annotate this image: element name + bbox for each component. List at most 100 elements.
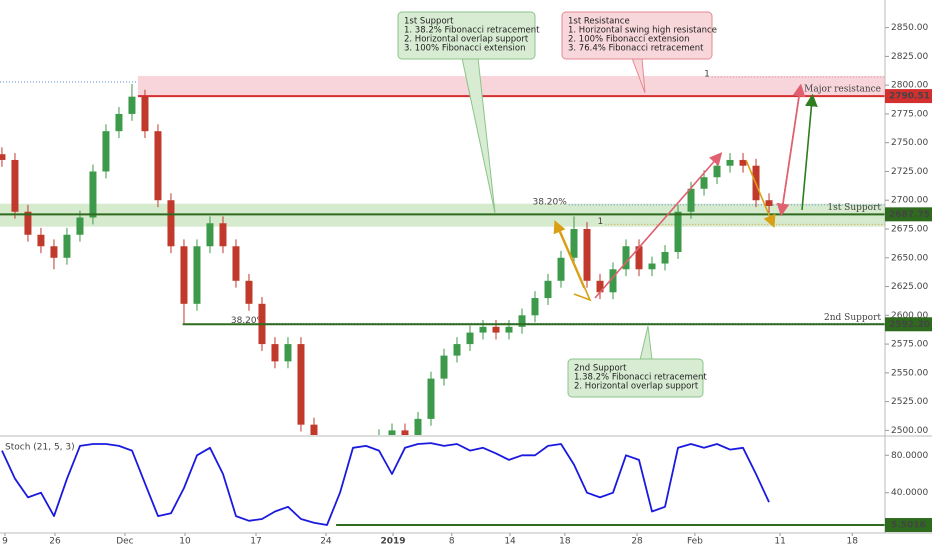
candle-body (570, 229, 578, 258)
candle-body (180, 246, 188, 304)
y-tick-label: 2625.00 (891, 282, 928, 292)
callout-box (397, 11, 536, 60)
candle-body (609, 269, 617, 293)
candle-body (128, 96, 136, 114)
x-tick-label: 2019 (380, 537, 405, 547)
price-pane: 38.20% 38.20% 1 1 (0, 70, 885, 500)
callout-pointer (631, 57, 646, 94)
candle-body (63, 234, 71, 258)
callout: 1st Resistance 1. Horizontal swing high … (561, 11, 717, 94)
y-tick-label: 2700.00 (891, 196, 928, 206)
candle-body (427, 378, 435, 419)
y-tick-label: 2675.00 (891, 225, 928, 235)
candle-body (648, 263, 656, 270)
candle-body (388, 430, 396, 435)
candle-body (700, 177, 708, 189)
level-tag (885, 207, 932, 222)
candle-body (583, 229, 591, 281)
candle-body (401, 430, 409, 435)
callout-title: 1st Support (404, 17, 454, 27)
candle-body (726, 159, 734, 166)
candle-body (466, 332, 474, 345)
candle-body (154, 131, 162, 201)
candle-body (245, 280, 253, 304)
candle-body (635, 246, 643, 270)
arrow (557, 225, 592, 302)
arrow (745, 159, 776, 228)
callout-line: 3. 100% Fibonacci extension (404, 44, 526, 54)
callout-line: 2. 100% Fibonacci extension (568, 35, 690, 45)
y-tick-label: 2850.00 (891, 23, 928, 33)
x-tick-label: 18 (847, 537, 859, 547)
callout-line: 2. Horizontal overlap support (404, 35, 529, 45)
y-tick-label: 2725.00 (891, 167, 928, 177)
x-tick-label: 28 (631, 537, 643, 547)
candle-body (297, 344, 305, 425)
fib-label: 1 (704, 70, 710, 80)
x-tick-label: 26 (49, 537, 61, 547)
level-tag-label: 2687.75 (889, 210, 930, 220)
callout: 2nd Support 1.38.2% Fibonacci retracemen… (567, 325, 707, 398)
candle-body (349, 471, 356, 488)
candle-body (115, 113, 123, 132)
level-name: Major resistance (804, 85, 881, 95)
candle-body (713, 165, 721, 178)
x-tick-label: 17 (250, 537, 261, 547)
callout-title: 2nd Support (574, 364, 627, 374)
arrow (553, 220, 585, 289)
x-tick-label: 10 (179, 537, 191, 547)
candle-body (271, 344, 279, 362)
candle-body (557, 257, 565, 281)
candle-body (765, 200, 773, 206)
candle-body (479, 326, 487, 333)
x-tick-label: 18 (559, 537, 571, 547)
fib-label: 38.20% (532, 197, 567, 207)
callout-line: 1. Horizontal swing high resistance (568, 26, 717, 36)
candle-body (518, 315, 526, 327)
candle-body (11, 159, 19, 212)
x-tick-label: 14 (504, 537, 516, 547)
y-tick-label: 80.0000 (891, 451, 928, 461)
x-tick-label: Dec (116, 537, 133, 547)
level-name: 1st Support (827, 203, 881, 213)
candle-body (102, 131, 110, 172)
y-tick-label: 2600.00 (891, 311, 928, 321)
arrow (801, 93, 818, 211)
y-tick-label: 2500.00 (891, 426, 928, 436)
level-tag-label: 2592.20 (889, 320, 930, 330)
candle-body (141, 96, 149, 132)
candle-body (37, 234, 45, 247)
candle-body (24, 211, 32, 235)
level-tag (885, 518, 932, 533)
y-tick-label: 2525.00 (891, 397, 928, 407)
zone (137, 75, 885, 97)
candle-body (440, 355, 448, 379)
level-name: 2nd Support (824, 313, 881, 323)
callout: 1st Support 1. 38.2% Fibonacci retraceme… (397, 11, 540, 214)
candle-body (167, 200, 175, 247)
x-tick-label: 11 (774, 537, 785, 547)
candle-body (362, 453, 369, 470)
callout-pointer (639, 325, 653, 361)
stoch-line (1, 442, 770, 526)
candle-body (674, 211, 682, 253)
candle-body (687, 188, 695, 212)
fib-label: 38.20% (231, 316, 266, 326)
candle-body (50, 246, 58, 258)
candle-body (622, 246, 630, 270)
candle-body (531, 298, 539, 316)
candle-body (453, 344, 461, 356)
callout-line: 2. Horizontal overlap support (574, 382, 699, 392)
candle-body (284, 344, 292, 362)
candle-body (596, 280, 604, 293)
arrow (594, 152, 723, 299)
indicator-title: Stoch (21, 5, 3) (5, 443, 75, 453)
candle-body (323, 465, 330, 500)
candle-body (232, 246, 240, 281)
candle-body (76, 217, 84, 235)
callout-line: 3. 76.4% Fibonacci retracement (568, 44, 704, 54)
level-tag-label: 2790.51 (889, 92, 930, 102)
candle-body (206, 223, 214, 247)
candle-body (505, 326, 513, 333)
